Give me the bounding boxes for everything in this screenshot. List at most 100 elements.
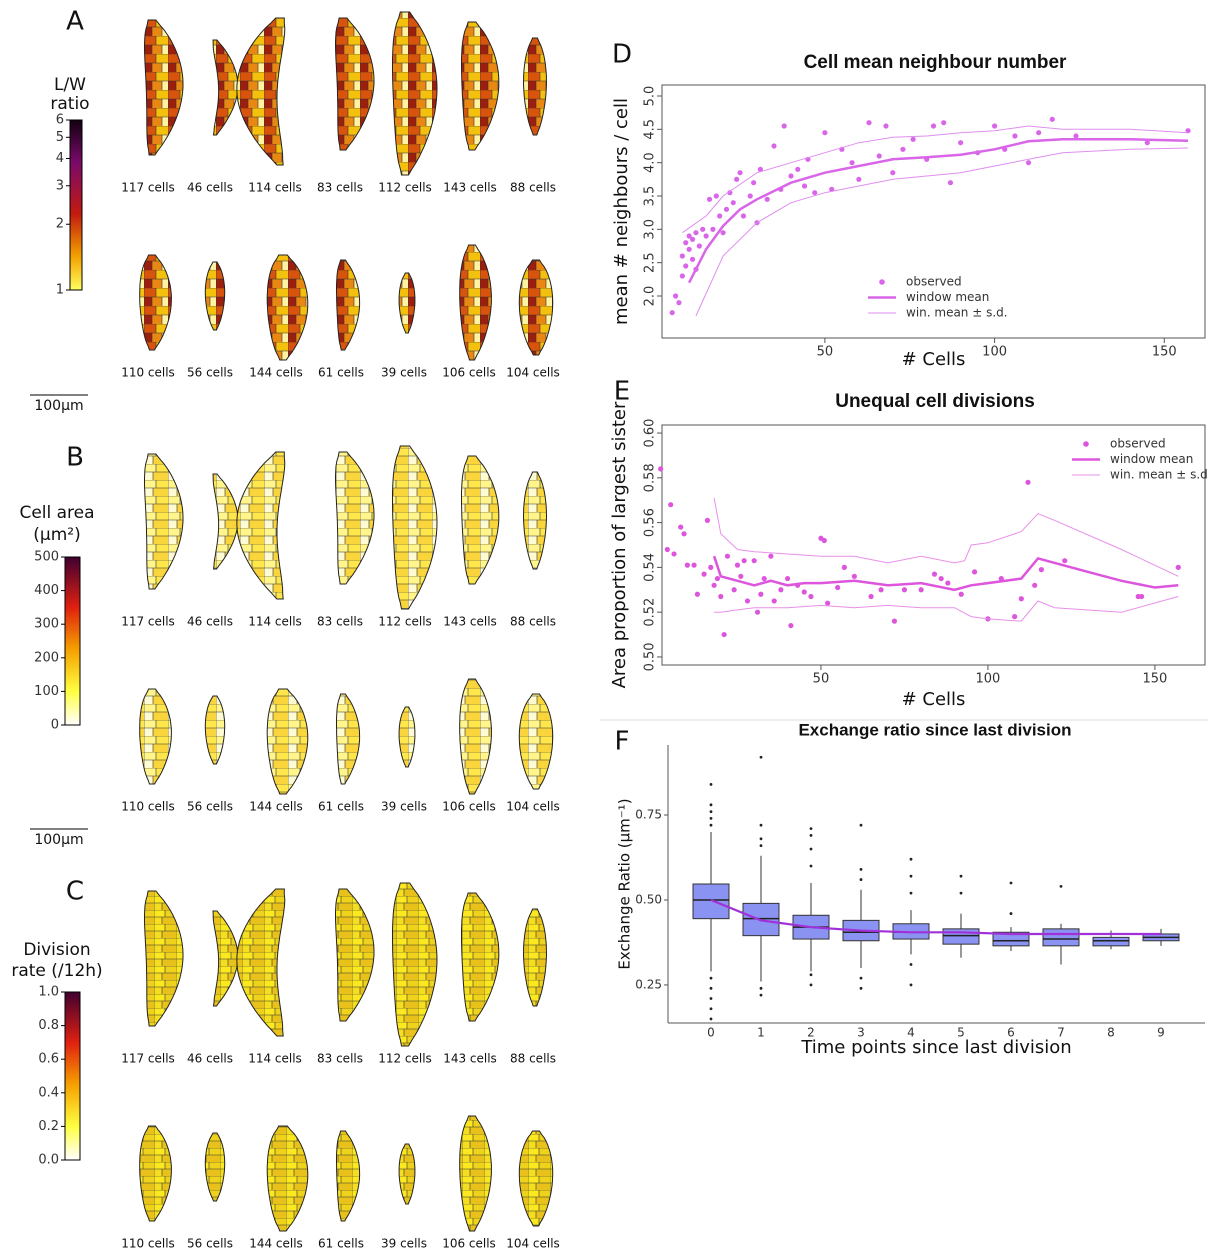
organoid xyxy=(335,17,375,151)
point xyxy=(721,631,727,638)
organoid xyxy=(392,882,438,1047)
outlier xyxy=(759,755,763,759)
y-tick-label: 2.5 xyxy=(643,252,658,273)
point xyxy=(991,123,998,129)
cell-count: 39 cells xyxy=(381,366,427,380)
cell-count: 110 cells xyxy=(121,800,175,814)
x-tick-label: 1 xyxy=(757,1026,765,1040)
colorbar-tick-label: 300 xyxy=(34,617,59,632)
colorbar xyxy=(69,119,83,291)
line xyxy=(713,497,1179,577)
colorbar-title: ratio xyxy=(50,94,89,114)
point xyxy=(851,573,857,579)
point xyxy=(691,562,697,568)
point xyxy=(679,253,685,259)
organoid xyxy=(266,254,309,361)
point xyxy=(771,598,777,604)
colorbar-tick-label: 6 xyxy=(56,113,64,128)
box xyxy=(992,931,1030,947)
point xyxy=(1012,133,1018,139)
point xyxy=(738,573,744,579)
outlier xyxy=(709,803,713,807)
outlier xyxy=(759,837,763,841)
outlier xyxy=(959,891,963,895)
point xyxy=(704,517,711,523)
chart-title: Exchange ratio since last division xyxy=(798,720,1071,739)
cell-count: 46 cells xyxy=(187,615,233,629)
outlier xyxy=(909,857,913,861)
point xyxy=(658,466,664,472)
point xyxy=(856,176,862,182)
y-tick-label: 0.50 xyxy=(635,892,662,906)
point xyxy=(788,622,794,629)
point xyxy=(812,190,818,196)
organoid xyxy=(398,706,416,768)
cell-count: 104 cells xyxy=(506,800,560,814)
x-axis-label: # Cells xyxy=(902,349,966,370)
point xyxy=(971,569,978,575)
organoid xyxy=(336,1130,361,1222)
colorbar-tick-label: 100 xyxy=(34,684,59,699)
point xyxy=(1144,140,1150,146)
outlier xyxy=(1009,912,1013,915)
point xyxy=(883,123,889,129)
point xyxy=(1038,567,1044,573)
point xyxy=(1138,593,1145,600)
chart-title: Unequal cell divisions xyxy=(835,391,1035,412)
cell-count: 117 cells xyxy=(121,1052,175,1066)
cell-count: 83 cells xyxy=(317,181,363,195)
x-axis-label: # Cells xyxy=(902,689,966,710)
point xyxy=(821,537,827,544)
legend-label: win. mean ± s.d. xyxy=(1110,468,1208,482)
x-tick-label: 50 xyxy=(813,672,830,687)
y-tick-label: 3.0 xyxy=(643,219,658,240)
line xyxy=(687,138,1189,284)
point xyxy=(784,575,791,582)
outlier xyxy=(909,891,913,895)
y-tick-label: 2.0 xyxy=(643,286,658,307)
point xyxy=(938,575,944,582)
cell-count: 83 cells xyxy=(317,1052,363,1066)
colorbar-tick-label: 4 xyxy=(56,151,64,166)
x-tick-label: 6 xyxy=(1007,1026,1015,1040)
organoid xyxy=(398,272,416,334)
organoid xyxy=(139,254,172,351)
point xyxy=(684,562,690,568)
outlier xyxy=(859,867,863,871)
point xyxy=(768,553,774,559)
cell-count: 117 cells xyxy=(121,181,175,195)
point xyxy=(918,587,924,593)
point xyxy=(825,600,831,606)
y-tick-label: 0.52 xyxy=(643,598,658,627)
colorbar-title: Division xyxy=(23,940,90,960)
point xyxy=(758,591,764,597)
colorbar-tick-label: 0.6 xyxy=(38,1052,59,1067)
point xyxy=(741,558,747,564)
cell-count: 83 cells xyxy=(317,615,363,629)
plot-frame xyxy=(661,84,1206,339)
outlier xyxy=(709,986,713,990)
point xyxy=(671,551,677,557)
outlier xyxy=(1009,881,1013,885)
organoid xyxy=(204,1132,226,1202)
outlier xyxy=(809,847,813,851)
colorbar-tick-label: 5 xyxy=(56,130,64,145)
x-tick-label: 7 xyxy=(1057,1026,1065,1040)
outlier xyxy=(909,874,913,878)
point xyxy=(718,593,724,600)
legend-label: observed xyxy=(906,275,962,289)
point xyxy=(668,502,674,508)
organoid xyxy=(335,888,375,1022)
point xyxy=(781,123,787,129)
point xyxy=(681,531,687,537)
organoid xyxy=(335,451,375,585)
colorbar-tick-label: 0 xyxy=(51,718,59,733)
point xyxy=(771,143,777,149)
x-tick-label: 8 xyxy=(1107,1026,1115,1040)
point xyxy=(1049,116,1055,122)
point xyxy=(720,230,726,236)
point xyxy=(795,166,801,172)
point xyxy=(801,183,808,189)
point xyxy=(808,593,814,600)
point xyxy=(764,196,770,202)
